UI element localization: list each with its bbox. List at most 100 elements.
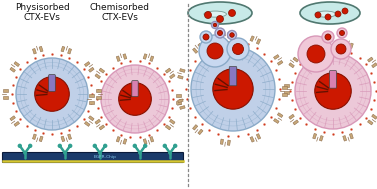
Polygon shape	[282, 86, 287, 89]
Polygon shape	[372, 63, 377, 68]
Polygon shape	[10, 67, 15, 72]
Polygon shape	[3, 96, 8, 99]
Circle shape	[307, 45, 325, 63]
FancyBboxPatch shape	[49, 75, 55, 91]
Circle shape	[93, 144, 97, 148]
Polygon shape	[274, 119, 279, 123]
Text: EGFR-Chip: EGFR-Chip	[93, 155, 116, 159]
Circle shape	[35, 77, 69, 111]
FancyBboxPatch shape	[229, 67, 237, 86]
Polygon shape	[289, 63, 294, 68]
Polygon shape	[14, 122, 20, 126]
Circle shape	[18, 144, 22, 148]
Circle shape	[63, 151, 67, 155]
Polygon shape	[256, 134, 261, 139]
Circle shape	[233, 43, 244, 54]
Polygon shape	[170, 74, 175, 79]
Polygon shape	[178, 75, 183, 79]
Circle shape	[213, 69, 253, 109]
Polygon shape	[99, 68, 104, 73]
Polygon shape	[313, 43, 317, 49]
Polygon shape	[116, 136, 120, 142]
Circle shape	[213, 23, 217, 27]
Polygon shape	[250, 36, 254, 41]
Polygon shape	[319, 136, 323, 141]
Polygon shape	[178, 99, 183, 103]
Polygon shape	[293, 57, 299, 62]
Circle shape	[207, 43, 223, 59]
Polygon shape	[61, 46, 65, 52]
Polygon shape	[166, 125, 171, 130]
FancyBboxPatch shape	[132, 81, 138, 97]
Polygon shape	[250, 137, 254, 142]
Polygon shape	[227, 140, 230, 145]
Ellipse shape	[315, 11, 336, 17]
Polygon shape	[89, 67, 94, 72]
Circle shape	[325, 34, 331, 40]
Polygon shape	[284, 84, 289, 87]
Circle shape	[342, 8, 348, 14]
Polygon shape	[368, 57, 373, 62]
Polygon shape	[256, 39, 261, 44]
Polygon shape	[123, 139, 127, 144]
Ellipse shape	[300, 2, 360, 24]
Polygon shape	[150, 56, 154, 61]
Circle shape	[215, 28, 225, 38]
Polygon shape	[293, 120, 299, 125]
Polygon shape	[95, 119, 101, 124]
Circle shape	[23, 151, 27, 155]
Polygon shape	[180, 69, 185, 72]
Polygon shape	[84, 62, 90, 67]
Polygon shape	[99, 125, 104, 130]
Polygon shape	[170, 119, 175, 124]
Polygon shape	[84, 122, 90, 126]
Polygon shape	[123, 54, 127, 59]
Circle shape	[203, 34, 209, 40]
Text: Physisorbed
CTX-EVs: Physisorbed CTX-EVs	[15, 3, 69, 22]
Circle shape	[119, 83, 151, 115]
Polygon shape	[343, 136, 347, 141]
Polygon shape	[220, 34, 224, 39]
Polygon shape	[67, 49, 72, 54]
Circle shape	[298, 36, 334, 72]
Polygon shape	[96, 89, 101, 92]
Polygon shape	[32, 134, 37, 139]
Circle shape	[204, 12, 211, 19]
Circle shape	[199, 35, 231, 67]
Polygon shape	[198, 43, 203, 49]
Polygon shape	[349, 43, 353, 49]
Circle shape	[315, 73, 351, 109]
Circle shape	[16, 58, 88, 130]
Polygon shape	[289, 114, 294, 119]
Circle shape	[143, 144, 147, 148]
Polygon shape	[176, 101, 181, 104]
Polygon shape	[10, 116, 15, 121]
Ellipse shape	[204, 11, 227, 17]
Polygon shape	[116, 56, 120, 61]
Circle shape	[200, 31, 212, 43]
Polygon shape	[150, 136, 154, 142]
Polygon shape	[67, 134, 72, 139]
Polygon shape	[274, 55, 279, 59]
Polygon shape	[89, 94, 94, 97]
Polygon shape	[143, 139, 147, 144]
Circle shape	[138, 151, 142, 155]
Circle shape	[133, 144, 137, 148]
Polygon shape	[284, 91, 289, 94]
Circle shape	[218, 30, 222, 36]
Polygon shape	[89, 101, 94, 104]
Circle shape	[211, 22, 219, 29]
Circle shape	[58, 144, 62, 148]
Polygon shape	[193, 48, 198, 53]
Circle shape	[162, 144, 167, 148]
Polygon shape	[220, 139, 224, 144]
Circle shape	[336, 44, 346, 54]
Circle shape	[168, 151, 172, 155]
Polygon shape	[39, 136, 43, 142]
FancyBboxPatch shape	[3, 153, 184, 163]
Polygon shape	[313, 133, 317, 139]
Circle shape	[295, 53, 371, 129]
Polygon shape	[227, 33, 230, 38]
Polygon shape	[282, 93, 287, 96]
Circle shape	[98, 151, 102, 155]
